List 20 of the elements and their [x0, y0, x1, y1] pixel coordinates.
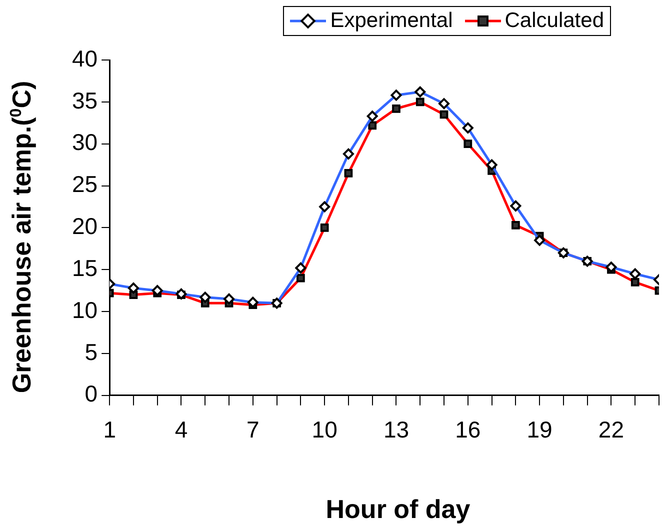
x-tick-label: 13 — [383, 416, 410, 443]
y-tick-label: 30 — [72, 129, 98, 156]
y-tick-label: 10 — [72, 296, 98, 323]
y-tick-label: 0 — [84, 380, 98, 407]
y-tick-label: 5 — [84, 338, 98, 365]
y-tick-label: 40 — [72, 45, 98, 72]
x-tick-label: 4 — [174, 416, 188, 443]
x-tick-label: 1 — [103, 416, 116, 443]
y-tick-label: 35 — [72, 87, 98, 114]
y-tick-label: 25 — [72, 171, 98, 198]
legend-label: Calculated — [504, 9, 604, 33]
x-tick-label: 7 — [246, 416, 260, 443]
x-tick-label: 19 — [526, 416, 552, 443]
legend-label: Experimental — [330, 9, 453, 33]
x-tick-label: 22 — [598, 416, 624, 443]
y-tick-label: 15 — [72, 254, 98, 281]
y-tick-label: 20 — [72, 213, 98, 240]
x-tick-label: 10 — [312, 416, 338, 443]
x-tick-label: 16 — [455, 416, 481, 443]
x-axis-title: Hour of day — [326, 494, 470, 525]
